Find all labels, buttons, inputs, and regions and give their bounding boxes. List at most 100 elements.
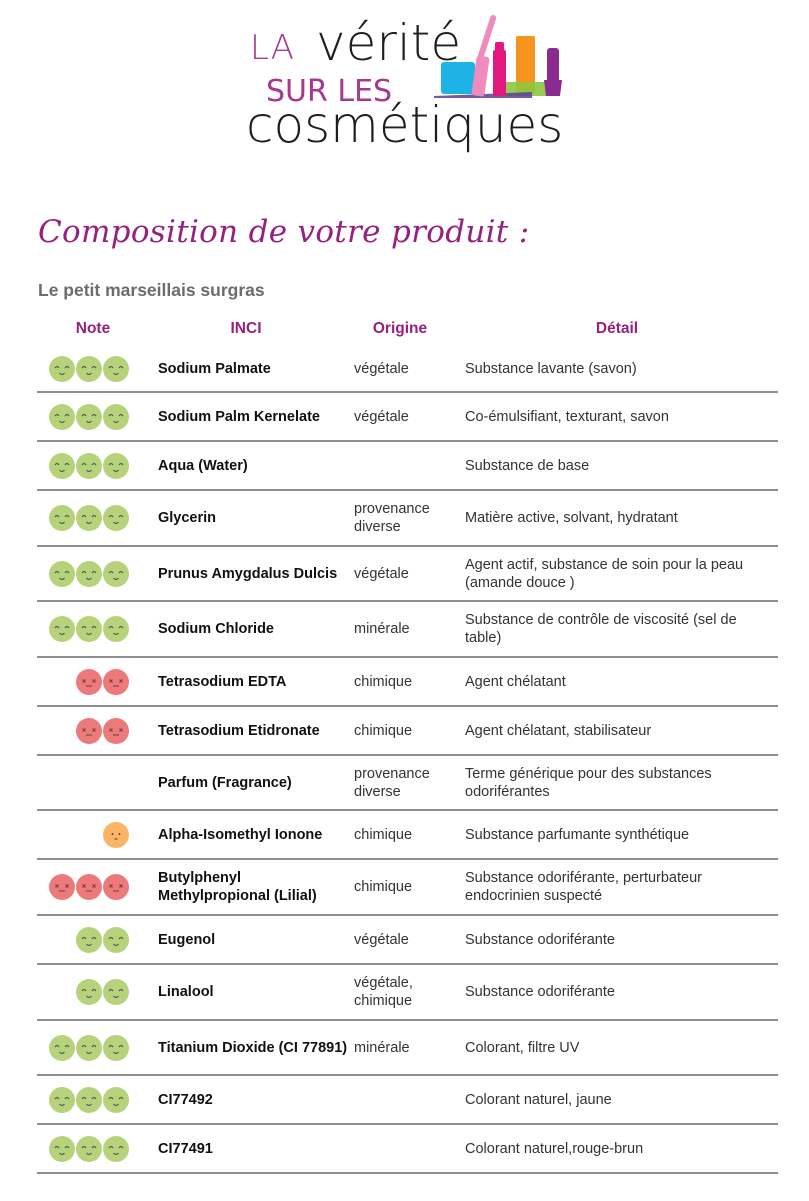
inci-cell: Alpha-Isomethyl Ionone bbox=[158, 811, 350, 858]
header-inci: INCI bbox=[230, 320, 262, 337]
dead-face-icon bbox=[103, 874, 129, 900]
header-note: Note bbox=[75, 320, 111, 337]
table-body: Sodium Palmate végétale Substance lavante … bbox=[37, 346, 778, 1174]
origine-cell: végétale bbox=[354, 346, 454, 391]
happy-face-icon bbox=[49, 355, 75, 382]
inci-cell: Glycerin bbox=[158, 491, 350, 545]
note-cell bbox=[37, 658, 129, 705]
origine-cell-text: chimique bbox=[354, 722, 413, 739]
inci-cell: Aqua (Water) bbox=[158, 442, 350, 489]
happy-face-icon bbox=[76, 452, 102, 479]
origine-cell-text: chimique bbox=[354, 879, 413, 895]
inci-cell: Parfum (Fragrance) bbox=[158, 756, 350, 809]
inci-cell: CI77492 bbox=[158, 1076, 350, 1123]
inci-cell: Tetrasodium EDTA bbox=[158, 658, 350, 705]
happy-face-icon bbox=[76, 926, 102, 953]
table-row: Sodium Palmate végétale Substance lavante … bbox=[37, 346, 778, 393]
detail-cell: Colorant, filtre UV bbox=[465, 1021, 775, 1074]
origine-cell: provenance diverse bbox=[354, 756, 454, 809]
detail-cell-text: Substance odoriférante bbox=[465, 984, 615, 1000]
note-cell bbox=[37, 860, 129, 914]
rating-faces bbox=[103, 821, 129, 848]
happy-face-icon bbox=[103, 1034, 129, 1061]
table-row: Linalool végétale, chimique Substance odor… bbox=[37, 965, 778, 1021]
dead-face-icon bbox=[76, 874, 102, 900]
note-cell bbox=[37, 602, 129, 656]
detail-cell-text: Agent chélatant, stabilisateur bbox=[465, 722, 652, 739]
inci-cell-text: Tetrasodium Etidronate bbox=[158, 722, 320, 739]
detail-cell-text: Substance lavante (savon) bbox=[465, 360, 637, 377]
inci-cell: Tetrasodium Etidronate bbox=[158, 707, 350, 754]
inci-cell-text: Alpha-Isomethyl Ionone bbox=[158, 826, 323, 843]
inci-cell: Butylphenyl Methylpropional (Lilial) bbox=[158, 860, 350, 914]
dead-face-icon bbox=[76, 668, 102, 695]
table-row: Tetrasodium Etidronate chimique Agent chél… bbox=[37, 707, 778, 756]
note-cell bbox=[37, 756, 129, 809]
origine-cell: chimique bbox=[354, 860, 454, 914]
detail-cell: Matière active, solvant, hydratant bbox=[465, 491, 775, 545]
logo-text-sur-les: SUR LES bbox=[266, 74, 393, 109]
happy-face-icon bbox=[103, 1135, 129, 1162]
origine-cell: chimique bbox=[354, 658, 454, 705]
note-cell bbox=[37, 811, 129, 858]
ingredients-table: Note INCI Origine Détail Sodium Palmate v… bbox=[37, 312, 778, 1174]
inci-cell-text: Glycerin bbox=[158, 510, 217, 526]
table-row: Tetrasodium EDTA chimique Agent chélatant bbox=[37, 658, 778, 707]
detail-cell: Terme générique pour des substances odor… bbox=[465, 756, 775, 809]
rating-faces bbox=[49, 1135, 129, 1162]
dead-face-icon bbox=[103, 717, 129, 744]
inci-cell: Sodium Palm Kernelate bbox=[158, 393, 350, 440]
origine-cell-text: végétale bbox=[354, 408, 409, 425]
note-cell bbox=[37, 707, 129, 754]
origine-cell: minérale bbox=[354, 602, 454, 656]
inci-cell: Prunus Amygdalus Dulcis bbox=[158, 547, 350, 600]
happy-face-icon bbox=[76, 403, 102, 430]
origine-cell: végétale bbox=[354, 916, 454, 963]
table-row: Aqua (Water) Substance de base bbox=[37, 442, 778, 491]
happy-face-icon bbox=[49, 1086, 75, 1113]
detail-cell-text: Agent actif, substance de soin pour la p… bbox=[465, 556, 744, 591]
origine-cell-text: provenance diverse bbox=[354, 501, 430, 535]
rating-faces bbox=[76, 926, 129, 953]
happy-face-icon bbox=[49, 452, 75, 479]
origine-cell-text: végétale, chimique bbox=[354, 975, 413, 1009]
note-cell bbox=[37, 393, 129, 440]
happy-face-icon bbox=[103, 616, 129, 642]
detail-cell-text: Matière active, solvant, hydratant bbox=[465, 510, 678, 526]
origine-cell-text: chimique bbox=[354, 826, 413, 843]
happy-face-icon bbox=[49, 505, 75, 531]
origine-cell: végétale, chimique bbox=[354, 965, 454, 1019]
happy-face-icon bbox=[76, 1034, 102, 1061]
rating-faces bbox=[49, 1086, 129, 1113]
inci-cell-text: Sodium Palm Kernelate bbox=[158, 408, 320, 425]
happy-face-icon bbox=[76, 355, 102, 382]
happy-face-icon bbox=[103, 560, 129, 587]
table-row: Sodium Chloride minérale Substance de cont… bbox=[37, 602, 778, 658]
happy-face-icon bbox=[49, 1034, 75, 1061]
happy-face-icon bbox=[76, 1135, 102, 1162]
detail-cell: Substance lavante (savon) bbox=[465, 346, 775, 391]
rating-faces bbox=[49, 505, 129, 531]
inci-cell-text: Linalool bbox=[158, 984, 214, 1000]
happy-face-icon bbox=[76, 616, 102, 642]
rating-faces bbox=[49, 355, 129, 382]
rating-faces bbox=[49, 452, 129, 479]
detail-cell: Co-émulsifiant, texturant, savon bbox=[465, 393, 775, 440]
inci-cell-text: Butylphenyl Methylpropional (Lilial) bbox=[158, 870, 317, 904]
rating-faces bbox=[49, 874, 129, 900]
happy-face-icon bbox=[103, 1086, 129, 1113]
table-row: Alpha-Isomethyl Ionone chimique Substance … bbox=[37, 811, 778, 860]
logo-text-la: LA bbox=[250, 28, 295, 68]
origine-cell: chimique bbox=[354, 811, 454, 858]
inci-cell-text: CI77491 bbox=[158, 1140, 213, 1157]
table-row: Titanium Dioxide (CI 77891) minérale Color… bbox=[37, 1021, 778, 1076]
inci-cell-text: CI77492 bbox=[158, 1091, 213, 1108]
happy-face-icon bbox=[76, 560, 102, 587]
detail-cell: Substance odoriférante, perturbateur end… bbox=[465, 860, 775, 914]
happy-face-icon bbox=[49, 1135, 75, 1162]
site-logo[interactable]: LA vérité SUR LES cosmétiques bbox=[246, 8, 576, 158]
inci-cell: Titanium Dioxide (CI 77891) bbox=[158, 1021, 350, 1074]
detail-cell: Agent chélatant bbox=[465, 658, 775, 705]
inci-cell: Sodium Chloride bbox=[158, 602, 350, 656]
detail-cell: Substance odoriférante bbox=[465, 965, 775, 1019]
